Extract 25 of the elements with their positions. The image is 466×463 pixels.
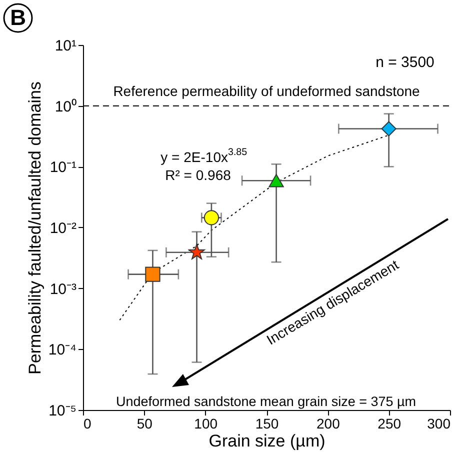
y-tick-label: 10⁻¹ xyxy=(50,159,76,176)
y-tick-label: 10⁻³ xyxy=(50,280,76,298)
point xyxy=(145,266,160,282)
point xyxy=(188,244,205,260)
annotation: R² = 0.968 xyxy=(165,167,232,183)
y-axis-title: Permeability faulted/unfaulted domains xyxy=(25,82,44,374)
x-tick-label: 150 xyxy=(255,416,279,432)
x-tick-label: 300 xyxy=(427,416,451,432)
x-tick-label: 250 xyxy=(378,416,402,432)
y-tick-label: 10⁻⁵ xyxy=(48,402,76,420)
annotation: Undeformed sandstone mean grain size = 375 µm xyxy=(116,394,416,409)
point xyxy=(268,174,284,188)
y-tick-label: 10⁰ xyxy=(54,98,76,116)
x-tick-label: 100 xyxy=(194,416,218,432)
x-tick-label: 0 xyxy=(84,416,92,432)
y-tick-label: 10⁻⁴ xyxy=(48,342,76,359)
annotation: n = 3500 xyxy=(376,54,434,71)
ref-line-label: Reference permeability of undeformed sandstone xyxy=(113,82,420,99)
y-tick-label: 10⁻² xyxy=(50,220,76,237)
y-tick-label: 10¹ xyxy=(54,38,76,54)
x-axis-title: Grain size (µm) xyxy=(208,432,326,450)
x-tick-label: 50 xyxy=(136,416,153,432)
x-tick-label: 200 xyxy=(316,416,340,432)
point xyxy=(381,121,396,136)
text: B xyxy=(10,5,26,30)
